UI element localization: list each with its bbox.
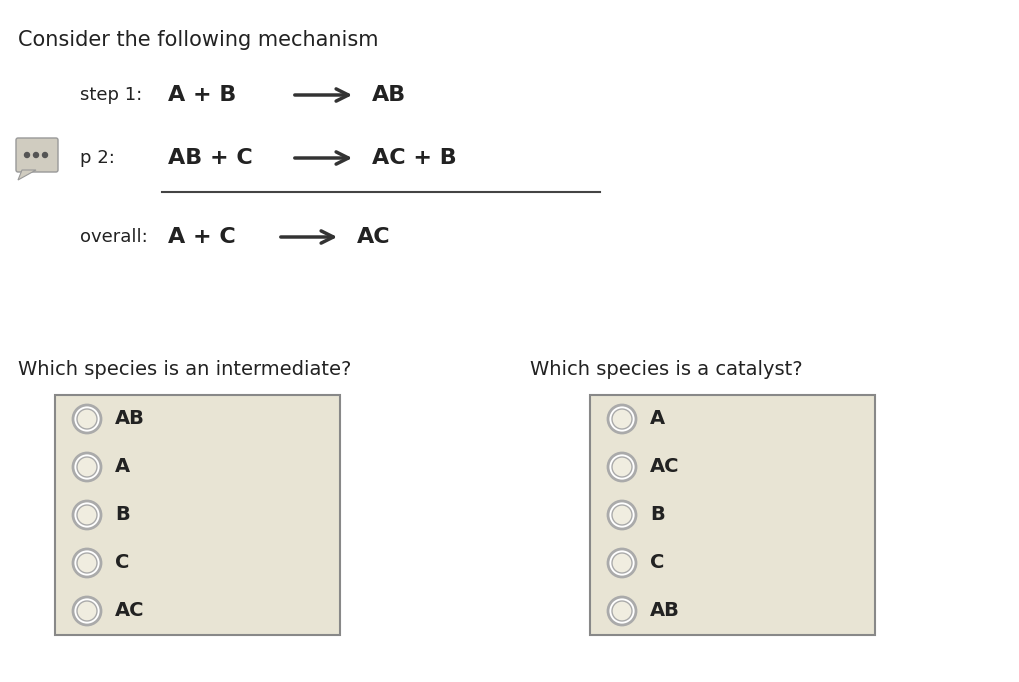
Circle shape [611, 553, 632, 573]
Polygon shape [18, 170, 36, 180]
Text: AB: AB [115, 409, 145, 428]
Text: C: C [115, 554, 129, 572]
Text: A: A [649, 409, 664, 428]
Text: A: A [115, 458, 130, 477]
Circle shape [607, 549, 636, 577]
Circle shape [611, 601, 632, 621]
Circle shape [607, 501, 636, 529]
Text: B: B [649, 505, 664, 524]
Circle shape [611, 505, 632, 525]
Circle shape [607, 597, 636, 625]
Text: A + B: A + B [168, 85, 236, 105]
Text: Consider the following mechanism: Consider the following mechanism [18, 30, 378, 50]
Text: A + C: A + C [168, 227, 235, 247]
FancyBboxPatch shape [55, 395, 339, 635]
Circle shape [76, 553, 97, 573]
Circle shape [611, 457, 632, 477]
Text: Which species is a catalyst?: Which species is a catalyst? [530, 360, 802, 379]
Circle shape [73, 405, 101, 433]
Text: B: B [115, 505, 129, 524]
Text: AB: AB [372, 85, 406, 105]
Text: Which species is an intermediate?: Which species is an intermediate? [18, 360, 351, 379]
FancyBboxPatch shape [589, 395, 874, 635]
FancyBboxPatch shape [16, 138, 58, 172]
Circle shape [34, 153, 39, 158]
Circle shape [76, 601, 97, 621]
Text: AC + B: AC + B [372, 148, 457, 168]
Circle shape [607, 405, 636, 433]
Text: p 2:: p 2: [79, 149, 115, 167]
Circle shape [73, 453, 101, 481]
Text: AC: AC [115, 602, 145, 621]
Text: AC: AC [649, 458, 679, 477]
Text: overall:: overall: [79, 228, 148, 246]
Circle shape [73, 549, 101, 577]
Text: AB + C: AB + C [168, 148, 253, 168]
Text: C: C [649, 554, 663, 572]
Circle shape [76, 457, 97, 477]
Circle shape [73, 597, 101, 625]
Circle shape [73, 501, 101, 529]
Circle shape [24, 153, 30, 158]
Circle shape [607, 453, 636, 481]
Circle shape [76, 505, 97, 525]
Text: step 1:: step 1: [79, 86, 142, 104]
Text: AB: AB [649, 602, 680, 621]
Circle shape [76, 409, 97, 429]
Text: AC: AC [357, 227, 390, 247]
Circle shape [611, 409, 632, 429]
Circle shape [43, 153, 48, 158]
